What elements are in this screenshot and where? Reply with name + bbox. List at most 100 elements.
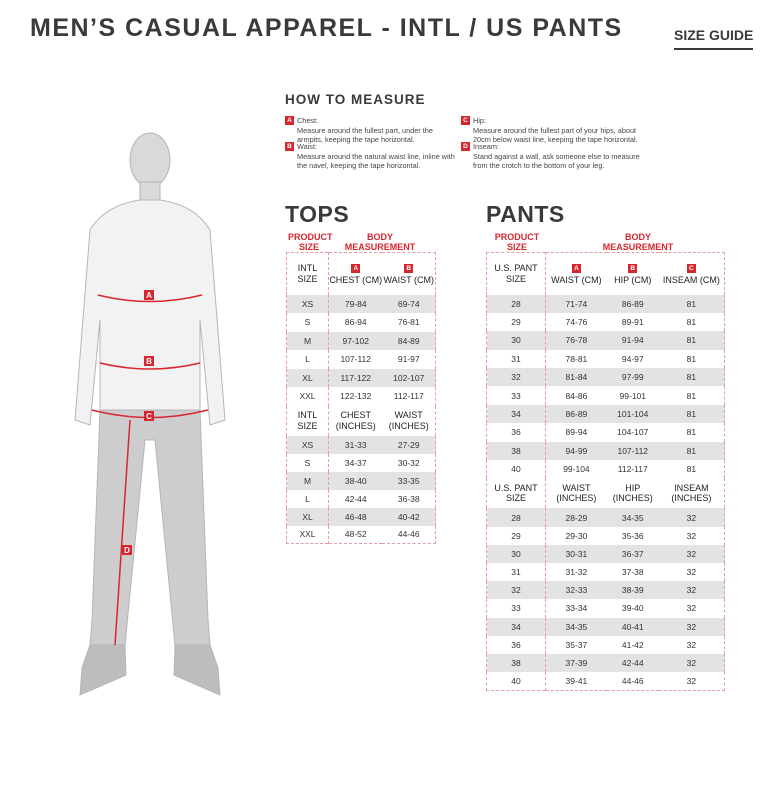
table-row: M 97-102 84-89 [286,331,436,350]
value-cell: 76-81 [397,317,420,328]
column-title: WAIST (INCHES) [556,482,597,504]
value-cell: 32 [658,617,725,636]
value-cell: 81-84 [545,368,607,387]
table-row: 32 32-33 38-39 32 [486,581,725,600]
table-row: XXL 48-52 44-46 [286,525,436,544]
value-cell: 31-32 [565,567,588,578]
size-cell: 30 [486,544,546,563]
table-row: 34 34-35 40-41 32 [486,617,725,636]
tops-heading: TOPS [285,201,350,227]
size-cell: 29 [486,526,546,545]
value-cell: 32 [658,508,725,527]
table-row: 29 74-76 89-91 81 [486,312,725,332]
size-cell: XL [286,507,329,526]
value-cell: 32 [658,544,725,563]
value-cell: 44-46 [397,529,420,540]
value-cell: 76-78 [545,331,607,350]
header-row: INTL SIZE A CHEST (CM) B WAIST (CM) [286,252,436,295]
size-cell: 36 [486,635,546,654]
badge-d: D [461,142,470,151]
size-cell: XS [286,294,329,313]
table-row: 40 99-104 112-117 81 [486,460,725,479]
value-cell: 41-42 [621,639,644,650]
value-cell: 81 [686,427,697,438]
label-a-badge [144,290,154,300]
column-header: B HIP (CM) [607,253,659,295]
table-row: M 38-40 33-35 [286,471,436,490]
tops-product-size-label: PRODUCT SIZE [288,232,333,252]
badge-b: B [285,142,294,151]
column-title: HIP (CM) [614,275,652,285]
table-row: S 34-37 30-32 [286,453,436,472]
measure-text: Measure around the fullest part, under t… [297,125,433,145]
table-row: XL 117-122 102-107 [286,368,436,387]
column-header: A CHEST (CM) [329,253,383,295]
size-cell: 40 [486,460,546,479]
table-row: S 86-94 76-81 [286,313,436,332]
pants-table: U.S. PANT SIZE A WAIST (CM) B HIP (CM) C INSEA… [486,252,725,691]
value-cell: 112-117 [617,464,648,475]
value-cell: 81 [658,294,725,313]
size-cell: 36 [486,423,546,442]
value-cell: 35-36 [621,530,644,541]
value-cell: 39-41 [565,675,588,686]
value-cell: 32 [686,603,697,614]
measure-text: Measure around the fullest part of your … [473,125,638,145]
value-cell: 36-37 [606,544,659,563]
value-cell: 102-107 [382,368,436,387]
value-cell: 31-33 [328,435,383,454]
value-cell: 36-38 [397,493,420,504]
value-cell: 81 [686,464,697,475]
measure-chest: A Chest: Measure around the fullest part,… [285,116,455,145]
tops-table: INTL SIZE A CHEST (CM) B WAIST (CM) XS 79-84 69… [286,252,436,544]
measure-waist: B Waist: Measure around the natural waist… [285,142,455,171]
size-cell: M [286,331,329,350]
value-cell: 112-117 [393,391,424,402]
value-cell: 84-89 [382,331,436,350]
size-cell: 29 [486,312,546,332]
size-cell: M [286,471,329,490]
value-cell: 32 [686,675,697,686]
value-cell: 97-102 [328,331,383,350]
size-guide-link[interactable]: SIZE GUIDE [674,27,754,50]
value-cell: 33-35 [382,471,436,490]
table-row: XS 79-84 69-74 [286,294,436,313]
table-row: 34 86-89 101-104 81 [486,404,725,424]
column-title: WAIST (CM) [551,275,602,285]
table-row: 32 81-84 97-99 81 [486,368,725,387]
value-cell: 99-101 [619,390,646,401]
size-cell: 38 [486,653,546,673]
size-cell: 34 [486,617,546,636]
column-letter-badge: B [404,264,414,273]
size-header: INTL SIZE [286,252,329,295]
table-row: 28 28-29 34-35 32 [486,508,725,527]
value-cell: 37-39 [545,653,607,673]
value-cell: 81 [658,404,725,424]
value-cell: 89-94 [565,427,588,438]
value-cell: 40-42 [382,507,436,526]
table-row: 30 76-78 91-94 81 [486,331,725,350]
label-c: C [146,412,152,421]
size-cell: XXL [286,387,329,406]
measure-label: Hip: [473,116,486,125]
value-cell: 32-33 [545,581,607,600]
value-cell: 81 [658,368,725,387]
value-cell: 91-94 [606,331,659,350]
page-title: MEN’S CASUAL APPAREL - INTL / US PANTS [30,14,623,42]
value-cell: 27-29 [382,435,436,454]
value-cell: 86-89 [606,294,659,313]
measurement-figure: A B C D [74,132,226,696]
measure-label: Inseam: [473,142,499,151]
value-cell: 107-112 [340,354,372,365]
badge-a: A [285,116,294,125]
pants-heading: PANTS [486,201,565,227]
tops-body-measurement-label: BODY MEASUREMENT [344,232,416,252]
value-cell: 44-46 [621,675,644,686]
column-title: CHEST (CM) [329,275,383,285]
value-cell: 32 [658,581,725,600]
value-cell: 30-32 [397,457,420,468]
size-cell: S [286,313,329,332]
value-cell: 74-76 [565,317,588,328]
column-header: A WAIST (CM) [546,253,607,295]
size-cell: S [286,453,329,472]
